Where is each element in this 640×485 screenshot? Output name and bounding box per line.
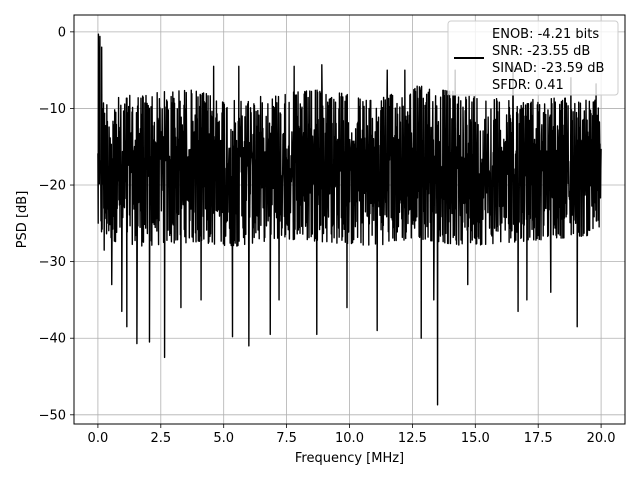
x-axis-ticks: 0.0 2.5 5.0 7.5 10.0 12.5 15.0 17.5 20.0 — [88, 424, 616, 446]
legend: ENOB: -4.21 bits SNR: -23.55 dB SINAD: -… — [447, 20, 619, 96]
y-axis-label: PSD [dB] — [15, 191, 30, 249]
x-axis-label: Frequency [MHz] — [295, 451, 404, 466]
x-tick-label: 10.0 — [335, 431, 364, 446]
y-axis-ticks: 0 −10 −20 −30 −40 −50 — [39, 25, 74, 423]
legend-sinad: SINAD: -23.59 dB — [492, 61, 604, 76]
x-tick-label: 17.5 — [524, 431, 553, 446]
x-tick-label: 12.5 — [398, 431, 427, 446]
y-tick-label: −40 — [39, 332, 66, 347]
y-tick-label: −20 — [39, 179, 66, 194]
y-tick-label: 0 — [58, 25, 66, 40]
x-tick-label: 15.0 — [461, 431, 490, 446]
legend-box — [447, 20, 619, 96]
legend-snr: SNR: -23.55 dB — [492, 44, 590, 59]
y-tick-label: −30 — [39, 255, 66, 270]
x-tick-label: 20.0 — [587, 431, 616, 446]
data-layer — [97, 33, 602, 406]
x-tick-label: 0.0 — [88, 431, 109, 446]
psd-series-line — [97, 33, 602, 406]
y-tick-label: −50 — [39, 408, 66, 423]
y-tick-label: −10 — [39, 102, 66, 117]
x-tick-label: 5.0 — [213, 431, 234, 446]
x-tick-label: 2.5 — [150, 431, 171, 446]
legend-enob: ENOB: -4.21 bits — [492, 27, 599, 42]
x-tick-label: 7.5 — [276, 431, 297, 446]
legend-sfdr: SFDR: 0.41 — [492, 78, 564, 93]
